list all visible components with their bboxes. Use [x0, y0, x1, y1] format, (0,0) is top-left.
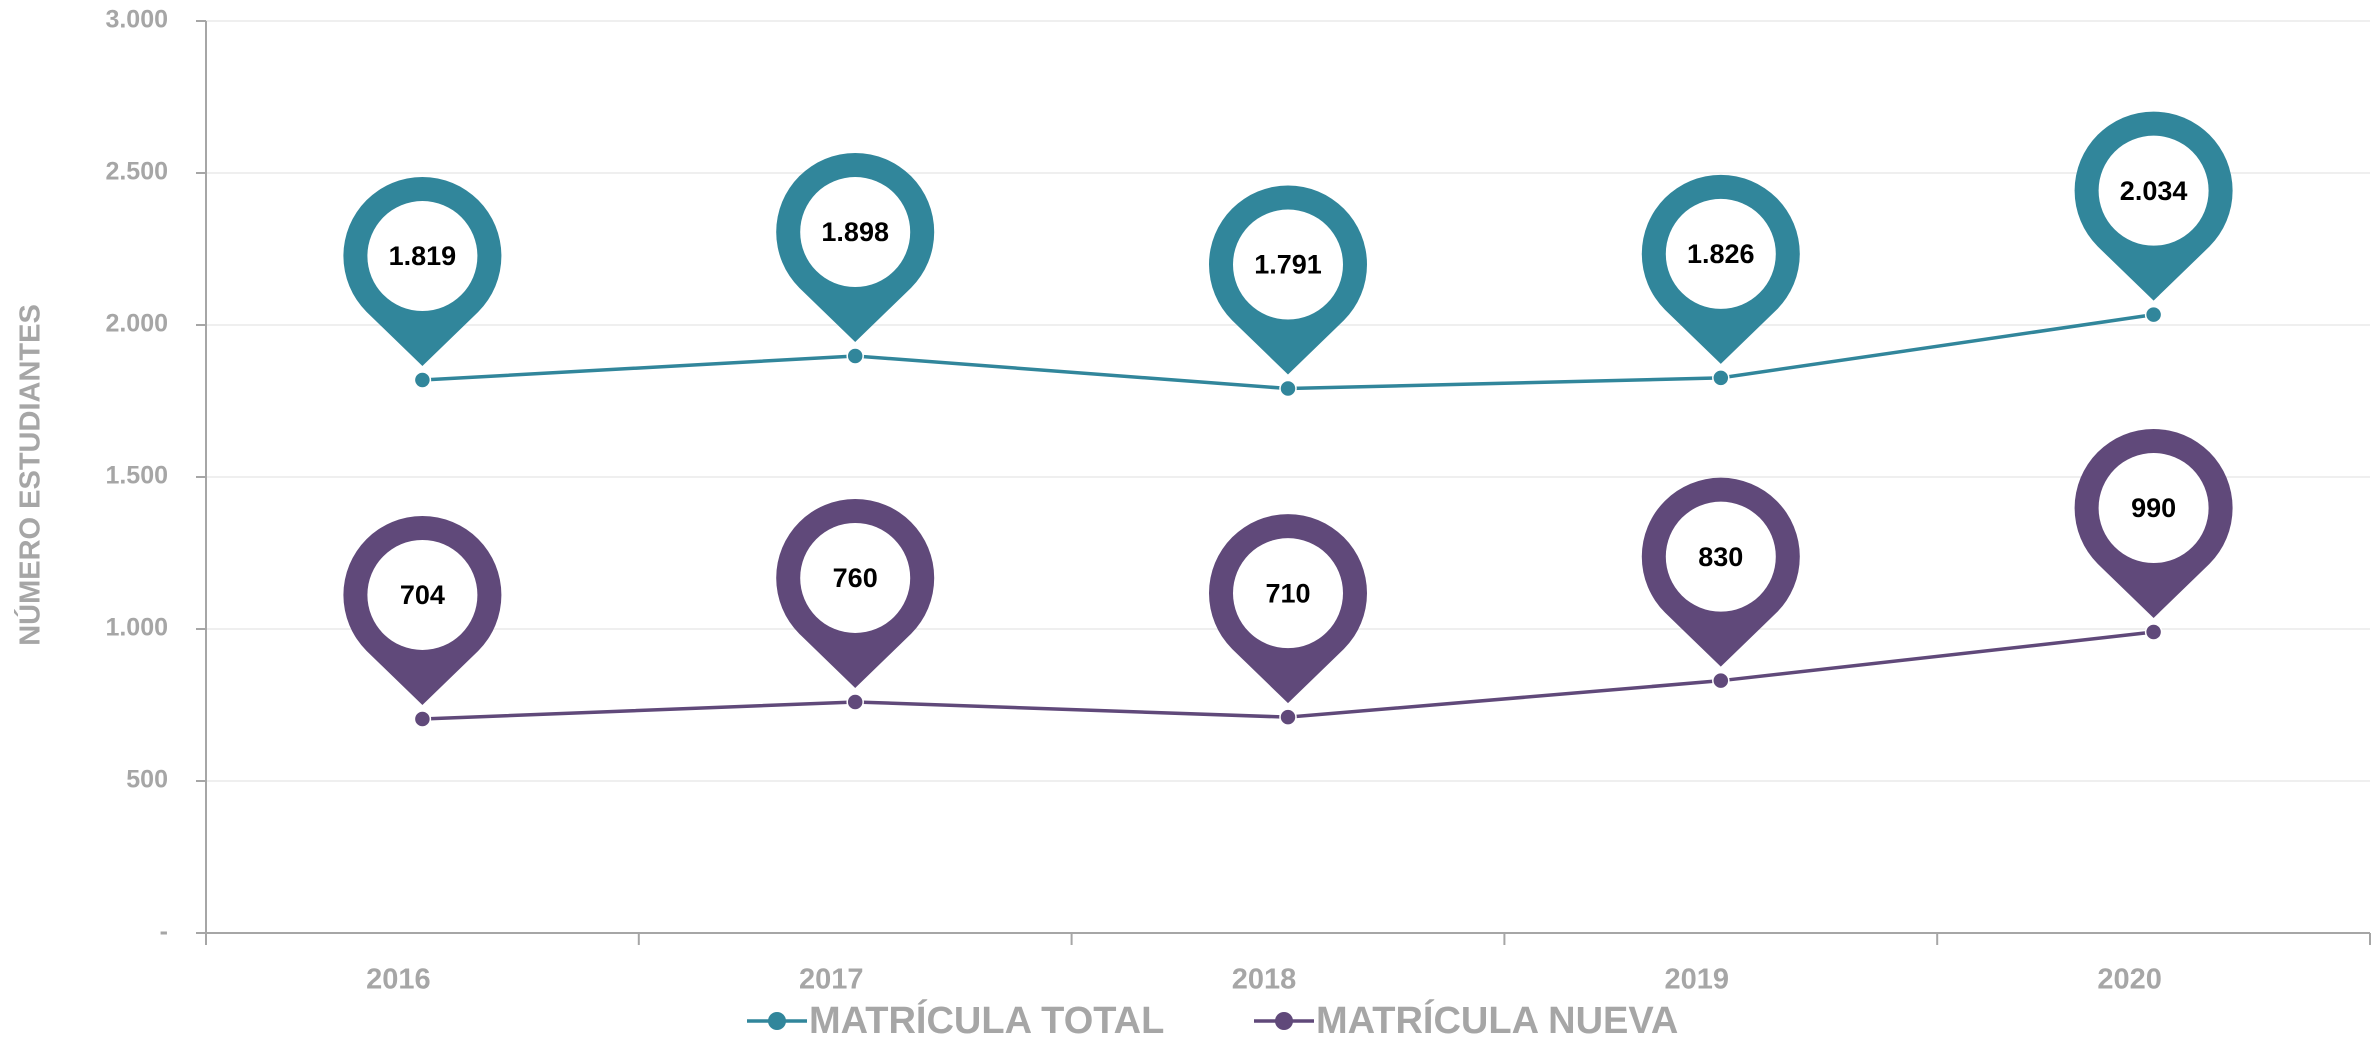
marker: [846, 693, 864, 711]
label-pin-hole: [1233, 538, 1343, 649]
marker: [1712, 369, 1730, 387]
marker: [846, 347, 864, 365]
y-axis-title: NÚMERO ESTUDIANTES: [13, 304, 47, 646]
x-tick-label: 2020: [2097, 964, 2162, 996]
legend-label: MATRÍCULA TOTAL: [809, 998, 1164, 1039]
y-tick-label: 2.500: [105, 158, 168, 186]
y-tick-label: 1.500: [105, 462, 168, 490]
data-label: 1.898: [821, 217, 889, 247]
data-label: 760: [833, 563, 878, 593]
x-tick-label: 2019: [1665, 964, 1730, 996]
y-tick-label: 1.000: [105, 614, 168, 642]
marker: [2144, 305, 2163, 324]
data-label: 710: [1265, 578, 1310, 608]
legend-marker: [768, 1012, 786, 1030]
x-tick-label: 2018: [1232, 964, 1297, 996]
marker: [2144, 623, 2163, 641]
y-tick-label: 3.000: [105, 6, 168, 34]
data-label: 1.791: [1254, 250, 1322, 280]
label-pin-hole: [800, 522, 911, 633]
label-pin-hole: [1233, 209, 1343, 320]
data-label: 2.034: [2120, 176, 2188, 206]
legend-marker: [1275, 1012, 1293, 1030]
marker: [1712, 671, 1730, 690]
marker: [1279, 379, 1297, 398]
label-pin-hole: [2098, 135, 2209, 246]
label-pin-hole: [367, 539, 478, 650]
label-pin-hole: [1665, 501, 1776, 612]
label-pin-hole: [2098, 453, 2209, 564]
data-label: 990: [2131, 493, 2176, 523]
y-tick-label: -: [160, 918, 168, 946]
label-pin-hole: [800, 177, 911, 288]
marker: [413, 710, 432, 728]
label-pin-hole: [1665, 198, 1776, 309]
y-tick-label: 500: [126, 766, 168, 794]
data-label: 1.826: [1687, 239, 1755, 269]
data-label: 704: [400, 580, 445, 610]
marker: [1279, 708, 1297, 726]
y-tick-label: 2.000: [105, 310, 168, 338]
label-pin-hole: [367, 201, 478, 312]
x-tick-label: 2016: [366, 964, 431, 996]
legend-label: MATRÍCULA NUEVA: [1316, 998, 1678, 1039]
x-tick-label: 2017: [799, 964, 864, 996]
marker: [413, 371, 432, 389]
data-label: 1.819: [389, 241, 457, 271]
data-label: 830: [1698, 542, 1743, 572]
